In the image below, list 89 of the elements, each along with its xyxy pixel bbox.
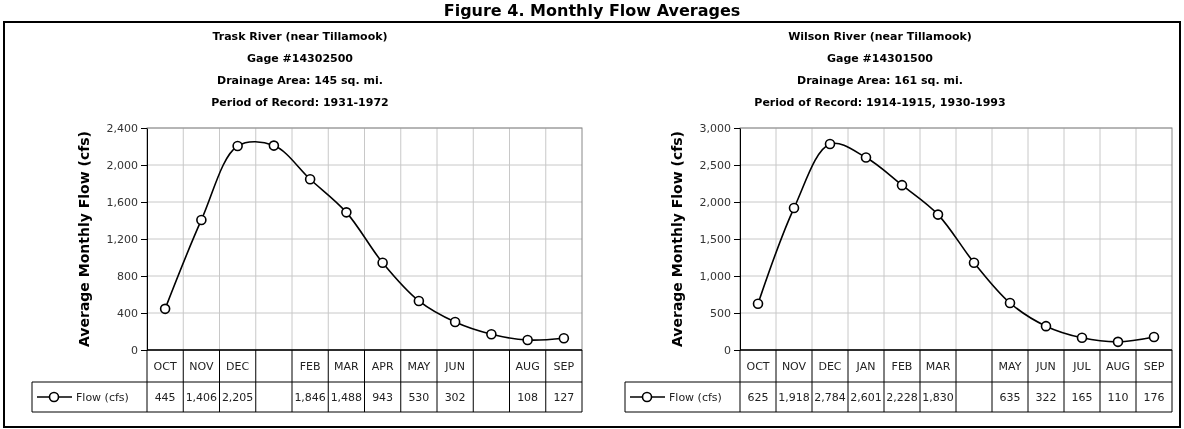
data-label: 2,601: [850, 391, 882, 404]
point: [159, 303, 171, 315]
y-tick-label: 2,400: [106, 122, 138, 136]
data-label: 1,918: [778, 391, 810, 404]
point: [1148, 331, 1160, 343]
x-tick-label: JUL: [1072, 360, 1092, 373]
x-tick-label: JUN: [1035, 360, 1056, 373]
chart-title: Wilson River (near Tillamook): [788, 30, 972, 43]
y-tick-label: 1,500: [699, 233, 731, 247]
point: [1004, 297, 1016, 309]
point: [341, 207, 352, 218]
y-tick-label: 3,000: [699, 122, 731, 136]
data-label: 1,846: [294, 391, 326, 404]
y-tick-label: 2,500: [699, 159, 731, 173]
point: [896, 179, 908, 191]
x-tick-label: NOV: [781, 360, 807, 373]
data-label: 110: [1107, 391, 1129, 404]
data-label: 445: [154, 391, 176, 404]
legend-label: Flow (cfs): [76, 391, 129, 404]
y-tick-label: 1,000: [699, 270, 731, 284]
x-tick-label: MAY: [407, 360, 431, 373]
caption: Figure 4. Monthly Flow Averages: [443, 1, 741, 20]
y-tick-label: 1,200: [106, 233, 138, 247]
point: [232, 140, 243, 152]
y-axis-title: Average Monthly Flow (cfs): [669, 131, 685, 347]
data-label: 2,205: [221, 391, 254, 404]
data-label: 1,830: [922, 391, 954, 404]
y-tick-label: 500: [710, 307, 731, 321]
x-tick-label: AUG: [515, 360, 540, 373]
data-label: 625: [747, 391, 769, 404]
point: [558, 332, 570, 344]
chart-title: Trask River (near Tillamook): [212, 30, 388, 43]
y-tick-label: 1,600: [106, 196, 138, 210]
y-tick-label: 0: [724, 344, 731, 358]
point: [486, 328, 497, 340]
x-tick-label: OCT: [746, 360, 770, 373]
x-tick-label: FEB: [891, 360, 913, 373]
point: [449, 316, 461, 328]
x-tick-label: OCT: [153, 360, 177, 373]
data-label: 2,228: [886, 391, 918, 404]
point: [788, 202, 800, 214]
x-tick-label: APR: [371, 360, 394, 373]
y-tick-label: 800: [117, 270, 138, 284]
x-tick-label: MAR: [925, 360, 951, 373]
point: [968, 257, 980, 268]
x-tick-label: SEP: [553, 360, 575, 373]
data-label: 1,406: [185, 391, 218, 404]
point: [1076, 332, 1088, 344]
x-tick-label: AUG: [1105, 360, 1131, 373]
x-tick-label: JAN: [855, 360, 876, 373]
data-label: 108: [517, 391, 539, 404]
data-label: 176: [1143, 391, 1165, 404]
y-tick-label: 2,000: [106, 159, 138, 173]
y-tick-label: 2,000: [699, 196, 731, 210]
point: [522, 334, 533, 346]
legend-label: Flow (cfs): [669, 391, 722, 404]
point: [377, 257, 388, 269]
point: [268, 140, 280, 151]
x-tick-label: NOV: [189, 360, 214, 373]
x-tick-label: JUN: [444, 360, 465, 373]
data-label: 530: [408, 391, 430, 404]
data-label: 165: [1071, 391, 1093, 404]
data-label: 943: [372, 391, 394, 404]
y-tick-label: 400: [117, 307, 138, 321]
data-label: 127: [553, 391, 575, 404]
point: [932, 209, 944, 220]
y-axis-title: Average Monthly Flow (cfs): [76, 131, 92, 347]
x-tick-label: SEP: [1143, 360, 1165, 373]
x-tick-label: FEB: [299, 360, 321, 373]
chart-subtitle: Gage #14301500 Drainage Area: 161 sq. mi. Period of Record: 1914-1915, 1930-1993: [754, 52, 1006, 109]
x-tick-label: MAY: [998, 360, 1022, 373]
chart-subtitle: Gage #14302500 Drainage Area: 145 sq. mi. Period of Record: 1931-1972: [211, 52, 389, 109]
point: [752, 298, 764, 310]
point: [196, 214, 207, 226]
y-tick-label: 0: [131, 344, 138, 358]
point: [1040, 320, 1052, 332]
data-label: 302: [444, 391, 466, 404]
data-label: 322: [1035, 391, 1057, 404]
data-label: 635: [999, 391, 1021, 404]
point: [1112, 336, 1124, 348]
data-label: 1,488: [330, 391, 363, 404]
x-tick-label: DEC: [226, 360, 250, 373]
x-tick-label: DEC: [818, 360, 842, 373]
x-tick-label: MAR: [334, 360, 360, 373]
point: [860, 152, 872, 163]
point: [304, 173, 316, 185]
data-label: 2,784: [814, 391, 846, 404]
point: [824, 138, 836, 150]
point: [413, 295, 425, 307]
